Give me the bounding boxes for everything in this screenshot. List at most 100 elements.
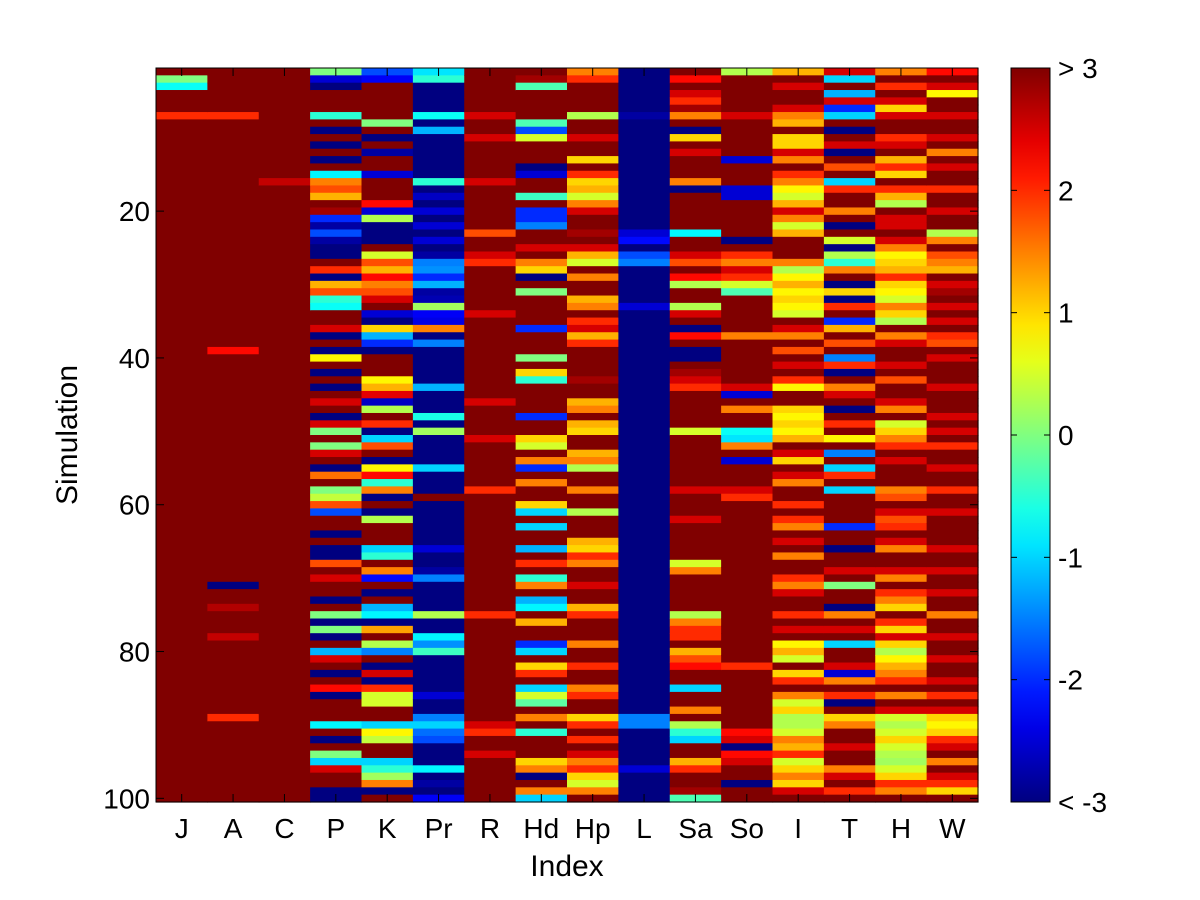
heatmap-cell (669, 640, 722, 649)
heatmap-cell (464, 611, 517, 620)
heatmap-cell (772, 625, 825, 634)
heatmap-cell (926, 302, 979, 311)
x-tick-label: Sa (678, 813, 713, 844)
heatmap-cell (875, 713, 928, 722)
heatmap-cell (258, 229, 311, 238)
heatmap-cell (618, 662, 671, 671)
heatmap-cell (258, 163, 311, 172)
heatmap-cell (515, 258, 568, 267)
heatmap-cell (567, 148, 619, 157)
heatmap-cell (412, 552, 465, 561)
heatmap-cell (926, 295, 979, 304)
heatmap-cell (567, 302, 619, 311)
heatmap-cell (258, 405, 311, 414)
heatmap-cell (823, 412, 876, 421)
heatmap-cell (618, 508, 671, 517)
heatmap-cell (310, 779, 363, 788)
heatmap-cell (567, 471, 619, 480)
heatmap-cell (772, 148, 825, 157)
heatmap-cell (156, 684, 208, 693)
heatmap-cell (156, 662, 208, 671)
heatmap-cell (926, 559, 979, 568)
heatmap-cell (875, 611, 928, 620)
heatmap-cell (156, 545, 208, 554)
heatmap-cell (669, 596, 722, 605)
heatmap-cell (618, 251, 671, 260)
heatmap-cell (823, 361, 876, 370)
heatmap-cell (823, 442, 876, 451)
heatmap-cell (618, 581, 671, 590)
heatmap-cell (258, 420, 311, 429)
heatmap-cell (875, 251, 928, 260)
colorbar-tick-label: 0 (1058, 420, 1074, 451)
heatmap-cell (926, 537, 979, 546)
heatmap-cell (721, 574, 774, 583)
heatmap-cell (669, 244, 722, 253)
heatmap-cell (669, 684, 722, 693)
heatmap-cell (515, 501, 568, 509)
heatmap-cell (669, 200, 722, 209)
heatmap-cell (310, 581, 363, 590)
heatmap-cell (207, 523, 260, 532)
heatmap-cell (310, 185, 363, 194)
heatmap-cell (618, 530, 671, 539)
heatmap-cell (823, 523, 876, 532)
heatmap-cell (310, 361, 363, 370)
heatmap-cell (823, 383, 876, 392)
x-tick-label: R (480, 813, 500, 844)
heatmap-cell (412, 112, 465, 120)
heatmap-cell (156, 229, 208, 238)
heatmap-cell (823, 479, 876, 487)
heatmap-cell (669, 229, 722, 238)
heatmap-cell (772, 655, 825, 664)
heatmap-cell (310, 735, 363, 744)
heatmap-cell (258, 545, 311, 554)
heatmap-cell (926, 163, 979, 172)
heatmap-cell (721, 170, 774, 179)
heatmap-cell (823, 721, 876, 730)
heatmap-cell (618, 515, 671, 524)
heatmap-cell (926, 501, 979, 509)
heatmap-cell (310, 119, 363, 128)
heatmap-cell (875, 728, 928, 737)
heatmap-cell (823, 449, 876, 458)
heatmap-cell (464, 655, 517, 664)
heatmap-cell (823, 163, 876, 172)
heatmap-cell (207, 691, 260, 700)
heatmap-cell (515, 75, 568, 84)
heatmap-cell (823, 317, 876, 326)
heatmap-cell (669, 772, 722, 781)
heatmap-cell (669, 295, 722, 304)
heatmap-cell (721, 772, 774, 781)
heatmap-cell (310, 141, 363, 150)
heatmap-cell (669, 691, 722, 700)
heatmap-cell (721, 427, 774, 436)
heatmap-cell (669, 192, 722, 201)
heatmap-cell (258, 662, 311, 671)
heatmap-cell (361, 295, 414, 304)
heatmap-cell (823, 354, 876, 363)
heatmap-cell (464, 618, 517, 627)
heatmap-cell (258, 567, 311, 576)
heatmap-cell (669, 346, 722, 355)
heatmap-cell (721, 185, 774, 194)
heatmap-cell (669, 442, 722, 451)
heatmap-cell (721, 229, 774, 238)
heatmap-cell (721, 530, 774, 539)
heatmap-cell (567, 589, 619, 598)
heatmap-cell (823, 515, 876, 524)
heatmap-cell (310, 435, 363, 443)
heatmap-cell (567, 787, 619, 796)
heatmap-cell (618, 163, 671, 172)
heatmap-cell (875, 757, 928, 766)
heatmap-cell (515, 288, 568, 297)
heatmap-cell (823, 398, 876, 407)
heatmap-cell (875, 412, 928, 421)
heatmap-cell (207, 170, 260, 179)
heatmap-cell (207, 420, 260, 429)
heatmap-cell (823, 669, 876, 678)
heatmap-cell (772, 567, 825, 576)
heatmap-cell (361, 515, 414, 524)
heatmap-cell (361, 479, 414, 487)
heatmap-cell (258, 779, 311, 788)
